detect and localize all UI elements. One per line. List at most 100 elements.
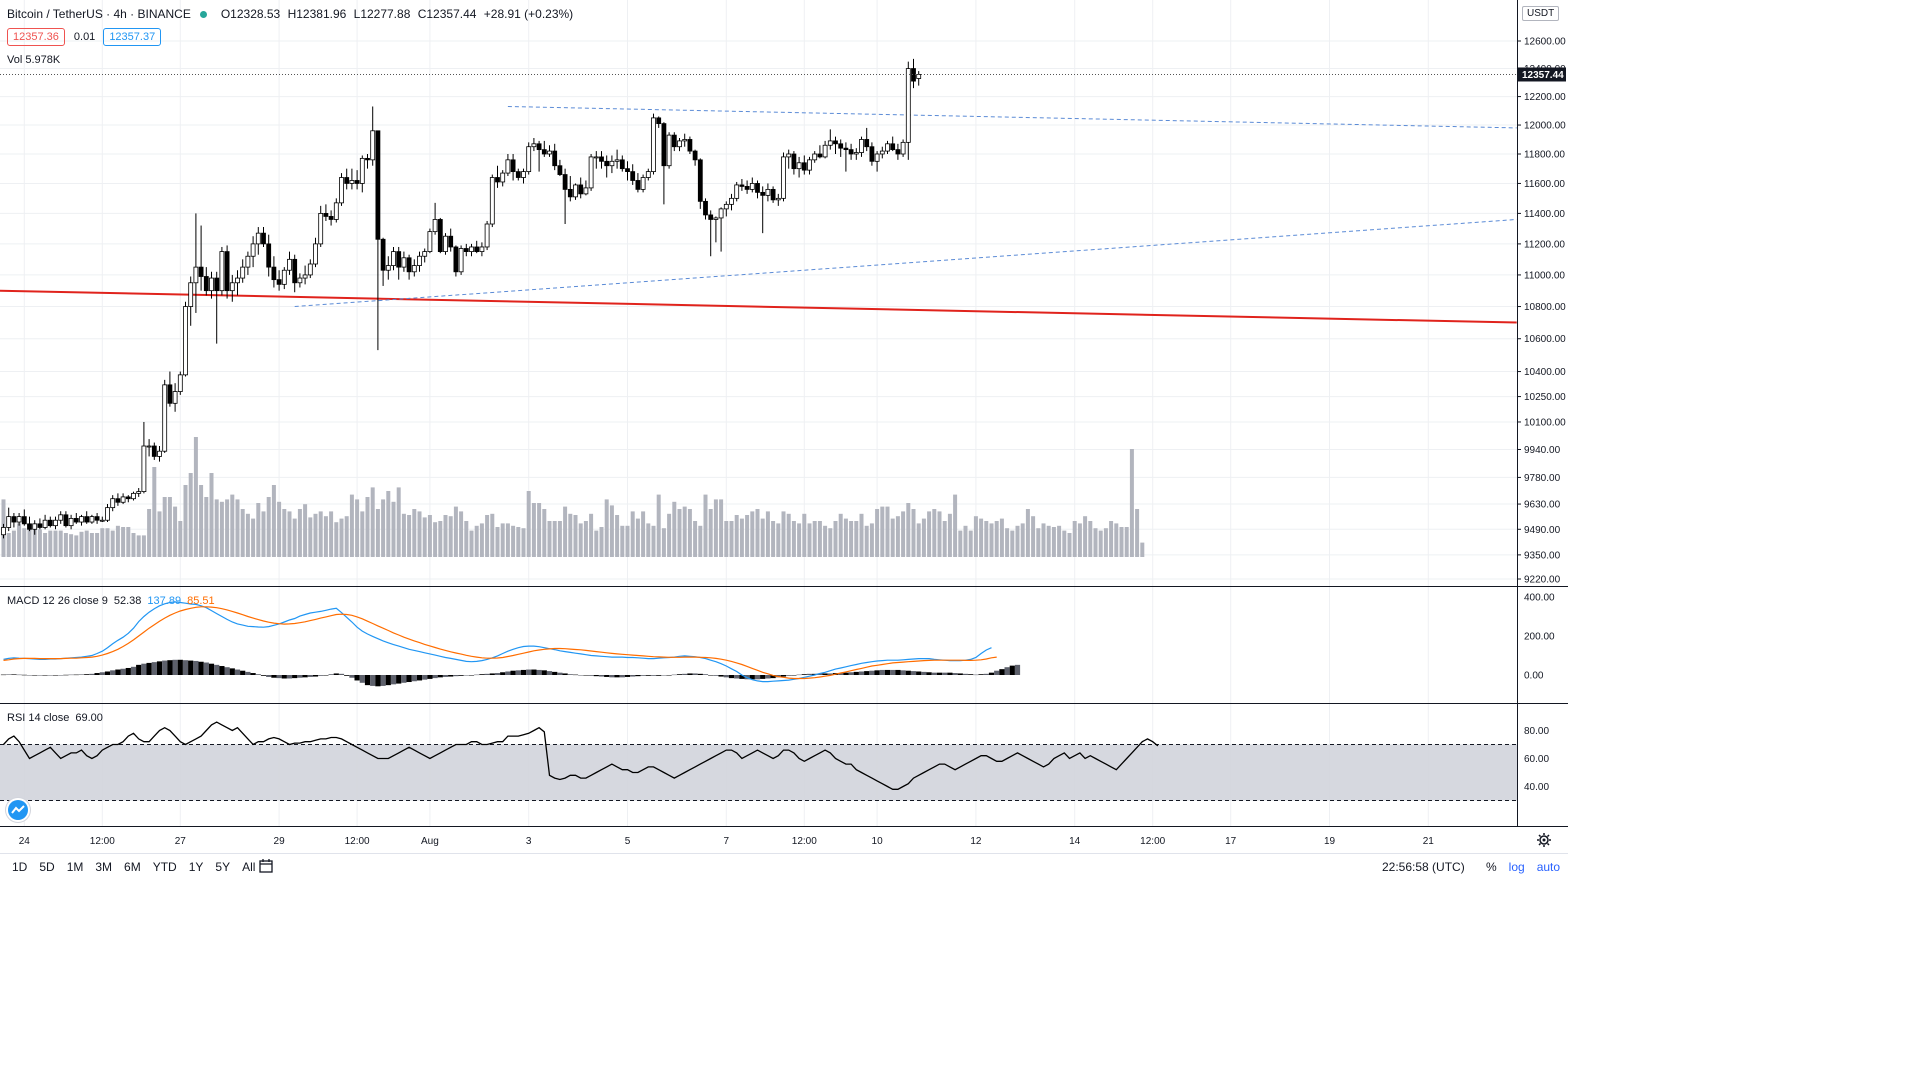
candle-body xyxy=(359,157,365,184)
volume-bar xyxy=(911,509,916,557)
volume-bar xyxy=(604,499,609,557)
candle-body xyxy=(458,248,464,273)
candle-body xyxy=(656,117,662,125)
macd-histogram-bar xyxy=(723,675,729,678)
symbol-legend[interactable]: Bitcoin / TetherUS · 4h · BINANCE O12328… xyxy=(7,7,577,21)
rsi-axis-label: 80.00 xyxy=(1524,726,1549,737)
candle-body xyxy=(645,171,651,178)
volume-bar xyxy=(656,494,661,557)
candle-body xyxy=(890,143,896,151)
log-scale-toggle[interactable]: log xyxy=(1508,860,1525,874)
candle-body xyxy=(843,147,849,151)
timeframe-all-button[interactable]: All xyxy=(242,860,256,874)
macd-histogram-bar xyxy=(739,675,745,679)
volume-bar xyxy=(875,509,880,557)
candle-body xyxy=(900,141,906,155)
macd-histogram-bar xyxy=(375,675,381,687)
macd-histogram-bar xyxy=(136,664,142,675)
candle-body xyxy=(744,186,750,190)
candle-body xyxy=(58,514,64,521)
candle-body xyxy=(905,68,911,143)
tradingview-logo-icon[interactable] xyxy=(6,798,30,822)
volume-bar xyxy=(916,523,921,557)
macd-histogram-bar xyxy=(141,663,147,675)
volume-bar xyxy=(126,527,131,557)
timeframe-3m-button[interactable]: 3M xyxy=(95,860,113,874)
macd-histogram-bar xyxy=(869,670,875,675)
macd-histogram-bar xyxy=(448,675,454,677)
macd-histogram-bar xyxy=(661,675,667,676)
volume-bar xyxy=(589,513,594,557)
candle-body xyxy=(94,516,100,521)
macd-histogram-bar xyxy=(900,670,906,675)
candle-body xyxy=(287,258,292,271)
volume-bar xyxy=(994,521,999,557)
candle-body xyxy=(463,248,469,252)
volume-bar xyxy=(74,535,79,557)
percent-scale-toggle[interactable]: % xyxy=(1486,860,1497,874)
volume-bar xyxy=(500,523,505,557)
macd-histogram-bar xyxy=(708,675,714,676)
currency-selector[interactable]: USDT xyxy=(1522,6,1560,21)
macd-histogram-bar xyxy=(177,659,183,675)
candle-body xyxy=(510,159,516,173)
timeframe-6m-button[interactable]: 6M xyxy=(124,860,141,874)
macd-histogram-bar xyxy=(151,662,157,675)
macd-histogram-bar xyxy=(999,669,1005,675)
macd-histogram-bar xyxy=(952,673,958,675)
macd-histogram-bar xyxy=(796,674,802,676)
timeframe-1m-button[interactable]: 1M xyxy=(66,860,84,874)
ohlc-values: O12328.53 H12381.96 L12277.88 C12357.44 … xyxy=(221,7,577,21)
candle-body xyxy=(177,374,183,392)
utc-clock[interactable]: 22:56:58 (UTC) xyxy=(1382,860,1465,874)
settings-gear-icon[interactable] xyxy=(1537,833,1551,847)
volume-bar xyxy=(973,516,978,557)
candle-body xyxy=(567,188,573,198)
volume-bar xyxy=(469,530,474,557)
candle-body xyxy=(73,518,79,523)
timeframe-5d-button[interactable]: 5D xyxy=(39,860,55,874)
candle-body xyxy=(588,156,594,189)
volume-bar xyxy=(1119,527,1124,557)
volume-bar xyxy=(495,527,500,557)
macd-histogram-bar xyxy=(572,674,579,676)
macd-histogram-bar xyxy=(208,663,215,675)
symbol-title[interactable]: Bitcoin / TetherUS · 4h · BINANCE xyxy=(7,7,191,21)
timeframe-1y-button[interactable]: 1Y xyxy=(188,860,204,874)
macd-histogram-bar xyxy=(526,669,532,675)
volume-bar xyxy=(682,506,687,557)
volume-bar xyxy=(786,513,791,557)
timeframe-5y-button[interactable]: 5Y xyxy=(215,860,231,874)
price-axis-label: 10400.00 xyxy=(1524,367,1566,378)
candle-body xyxy=(214,277,220,292)
candle-body xyxy=(193,266,199,284)
rsi-legend[interactable]: RSI 14 close 69.00 xyxy=(7,712,103,724)
volume-bar xyxy=(745,515,750,557)
candle-body xyxy=(198,266,204,277)
macd-histogram-bar xyxy=(687,673,693,675)
volume-bar xyxy=(391,501,396,557)
candle-body xyxy=(859,139,864,153)
volume-bar xyxy=(609,505,614,557)
ask-price-badge[interactable]: 12357.37 xyxy=(103,28,162,46)
date-range-calendar-icon[interactable] xyxy=(258,858,274,874)
macd-legend[interactable]: MACD 12 26 close 9 52.38 137.89 85.51 xyxy=(7,595,215,607)
volume-legend[interactable]: Vol 5.978K xyxy=(7,54,60,66)
volume-bar xyxy=(563,506,568,557)
volume-bar xyxy=(791,521,796,557)
volume-bar xyxy=(1015,525,1020,557)
timeframe-1d-button[interactable]: 1D xyxy=(12,860,28,874)
candle-body xyxy=(822,144,828,158)
chart-svg[interactable]: 9220.00 9350.00 9490.00 9630.00 9780.00 9940.… xyxy=(0,0,1568,882)
candle-body xyxy=(651,117,656,173)
auto-scale-toggle[interactable]: auto xyxy=(1536,860,1561,874)
volume-bar xyxy=(240,509,245,557)
volume-bar xyxy=(901,511,906,557)
macd-histogram-bar xyxy=(822,673,828,675)
volume-bar xyxy=(869,523,874,557)
chart-root[interactable]: 9220.00 9350.00 9490.00 9630.00 9780.00 9940.… xyxy=(0,0,1568,882)
bid-price-badge[interactable]: 12357.36 xyxy=(7,28,65,46)
timeframe-ytd-button[interactable]: YTD xyxy=(152,860,177,874)
candle-body xyxy=(99,519,105,522)
macd-histogram-bar xyxy=(994,670,1000,675)
